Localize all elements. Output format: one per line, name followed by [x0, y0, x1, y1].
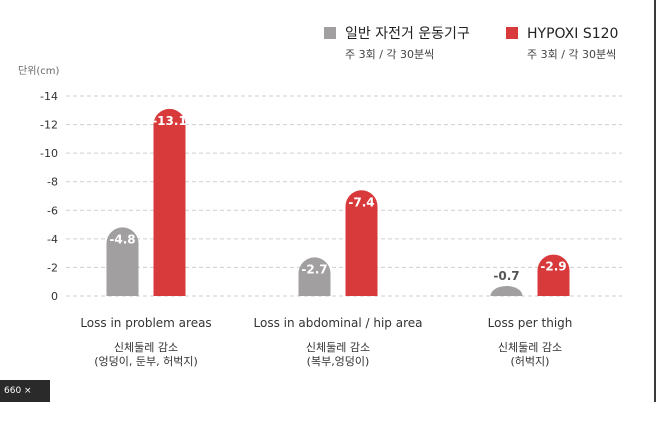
bar-hypoxi-0	[153, 108, 186, 296]
unit-label: 단위(cm)	[18, 64, 60, 77]
y-tick-label: -6	[47, 204, 58, 217]
legend-swatch-hypoxi	[506, 27, 518, 39]
data-label: -2.7	[301, 262, 327, 276]
legend-swatch-general-bike	[324, 27, 336, 39]
category-label: Loss per thigh	[488, 316, 573, 330]
category-sublabel: 신체둘레 감소	[114, 341, 178, 354]
bars	[106, 108, 570, 296]
data-label: -4.8	[109, 232, 135, 246]
y-tick-label: -12	[40, 119, 58, 132]
category-sublabel: (복부,엉덩이)	[307, 355, 370, 368]
right-edge-line	[654, 0, 656, 402]
y-tick-label: 0	[51, 290, 58, 303]
data-label: -7.4	[348, 195, 374, 209]
category-label: Loss in problem areas	[80, 316, 211, 330]
y-tick-label: -14	[40, 90, 58, 103]
data-label: -2.9	[540, 260, 566, 274]
y-tick-label: -4	[47, 233, 58, 246]
category-sublabel: (엉덩이, 둔부, 허벅지)	[94, 355, 198, 368]
legend-subtitle-general-bike: 주 3회 / 각 30분씩	[345, 48, 434, 61]
data-label: -0.7	[493, 269, 519, 283]
data-labels: -4.8 -2.7 -0.7 -13.1 -7.4 -2.9	[109, 114, 566, 283]
bar-general-bike-0	[106, 227, 139, 296]
data-label: -13.1	[152, 114, 187, 128]
image-size-badge: 660 × 403	[0, 380, 50, 418]
category-sublabel: (허벅지)	[511, 355, 550, 368]
bar-general-bike-2	[490, 286, 523, 296]
chart: 일반 자전거 운동기구 주 3회 / 각 30분씩 HYPOXI S120 주 …	[18, 26, 622, 368]
bar-general-bike-1	[298, 257, 331, 296]
bar-hypoxi-2	[537, 254, 570, 296]
category-sublabel: 신체둘레 감소	[306, 341, 370, 354]
y-tick-label: -8	[47, 176, 58, 189]
bar-hypoxi-1	[345, 190, 378, 296]
y-tick-label: -2	[47, 261, 58, 274]
legend-subtitle-hypoxi: 주 3회 / 각 30분씩	[527, 48, 616, 61]
category-sublabel: 신체둘레 감소	[498, 341, 562, 354]
category-label: Loss in abdominal / hip area	[254, 316, 423, 330]
legend: 일반 자전거 운동기구 주 3회 / 각 30분씩 HYPOXI S120 주 …	[324, 26, 618, 61]
legend-label-hypoxi: HYPOXI S120	[527, 26, 618, 42]
y-tick-label: -10	[40, 147, 58, 160]
y-axis-ticks: 0 -2 -4 -6 -8 -10 -12 -14	[40, 90, 58, 303]
legend-label-general-bike: 일반 자전거 운동기구	[345, 26, 470, 42]
